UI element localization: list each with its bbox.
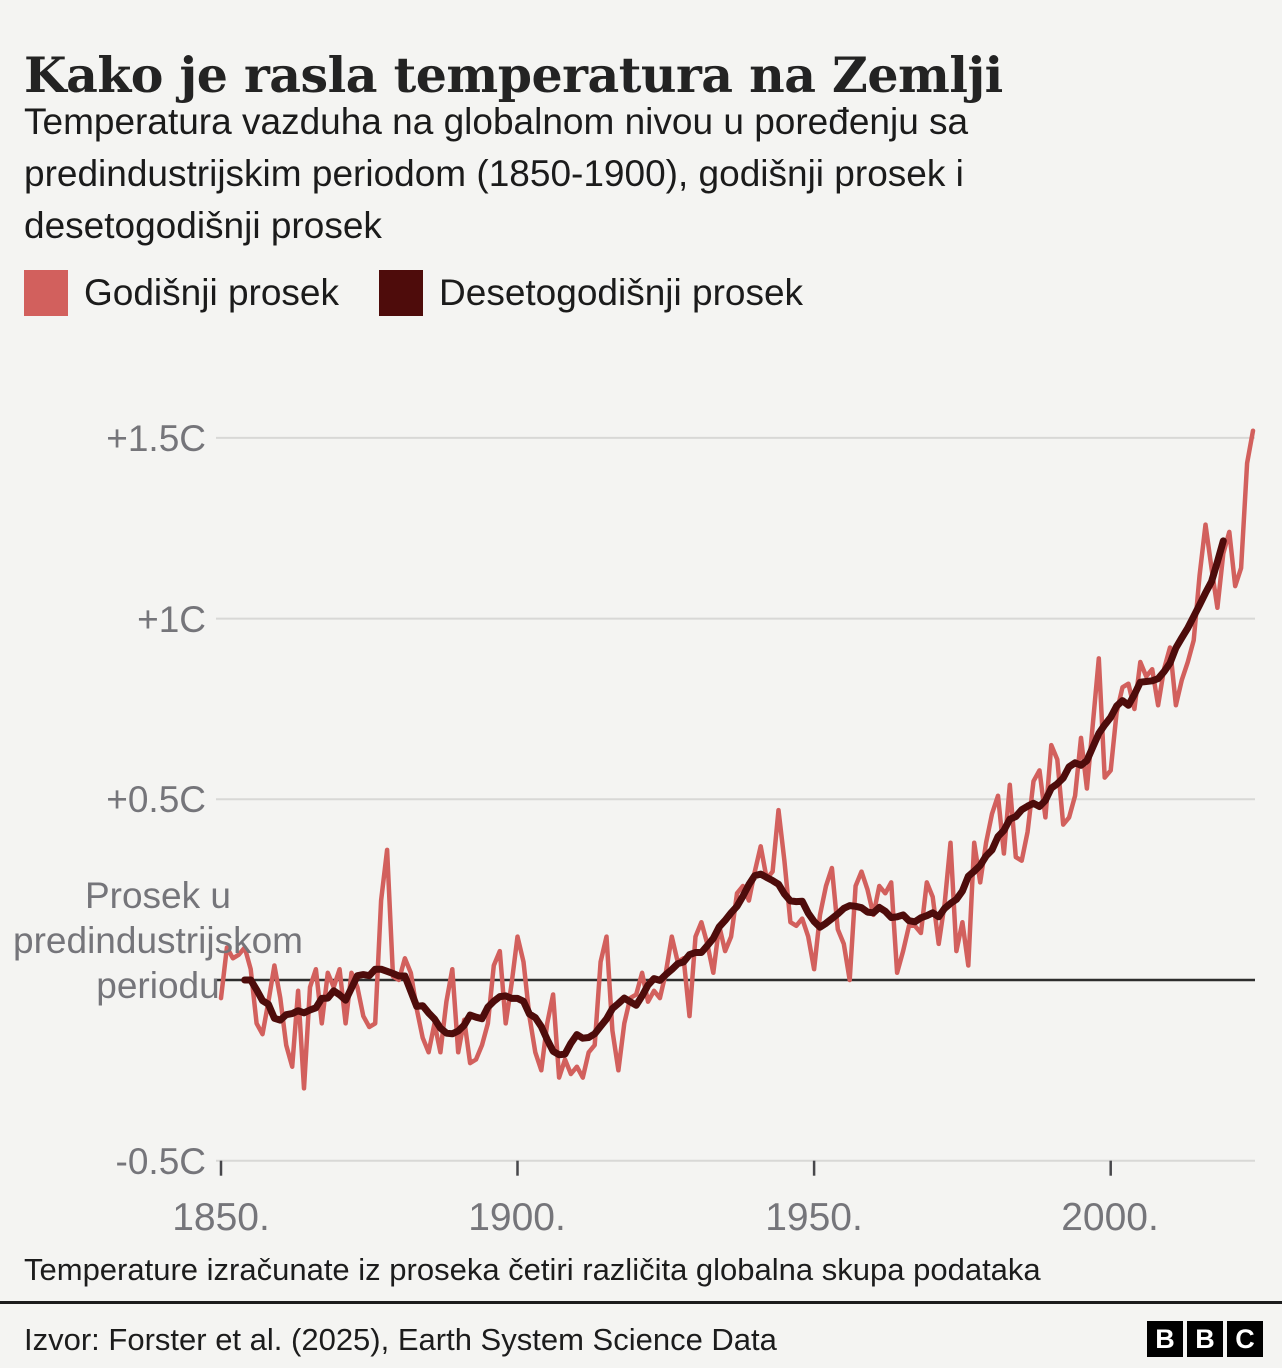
- x-tick-label-1850: 1850.: [172, 1196, 270, 1239]
- decadal-average-line: [241, 537, 1227, 1059]
- subtitle-line-2: predindustrijskim periodom (1850-1900), …: [24, 153, 964, 194]
- page-title: Kako je rasla temperatura na Zemlji: [24, 45, 1003, 104]
- baseline-label-line-1: Prosek u: [85, 875, 231, 916]
- chart-footnote: Temperature izračunate iz proseka četiri…: [24, 1252, 1041, 1287]
- chart-grid: [216, 436, 1255, 1176]
- bbc-logo-letter-c: C: [1227, 1321, 1263, 1357]
- chart-axis-labels: +1.5C +1C +0.5C -0.5C Prosek u predindus…: [13, 418, 1159, 1239]
- y-tick-label-1-0: +1C: [137, 599, 206, 640]
- bbc-logo-letter-b1: B: [1147, 1321, 1183, 1357]
- legend-label-decadal: Desetogodišnji prosek: [439, 272, 804, 313]
- decadal-swatch-icon: [379, 270, 424, 316]
- subtitle: Temperatura vazduha na globalnom nivou u…: [24, 96, 968, 252]
- bbc-logo: B B C: [1147, 1321, 1263, 1357]
- y-tick-label-neg-0-5: -0.5C: [116, 1141, 206, 1182]
- baseline-label-line-2: predindustrijskom: [13, 920, 303, 961]
- legend-item-annual: Godišnji prosek: [24, 270, 339, 316]
- subtitle-line-3: desetogodišnji prosek: [24, 205, 382, 246]
- subtitle-line-1: Temperatura vazduha na globalnom nivou u…: [24, 101, 969, 142]
- y-tick-label-1-5: +1.5C: [106, 418, 206, 459]
- x-tick-label-2000: 2000.: [1061, 1196, 1159, 1239]
- annual-average-line: [218, 428, 1256, 1091]
- bbc-logo-letter-b2: B: [1187, 1321, 1223, 1357]
- x-tick-label-1900: 1900.: [468, 1196, 566, 1239]
- temperature-chart: +1.5C +1C +0.5C -0.5C Prosek u predindus…: [13, 418, 1256, 1239]
- legend-item-decadal: Desetogodišnji prosek: [379, 270, 803, 316]
- footer-divider: [0, 1301, 1282, 1304]
- legend-label-annual: Godišnji prosek: [84, 272, 340, 313]
- annual-swatch-icon: [24, 270, 68, 316]
- source-credit: Izvor: Forster et al. (2025), Earth Syst…: [24, 1322, 777, 1357]
- chart-series: [218, 428, 1256, 1091]
- x-tick-label-1950: 1950.: [765, 1196, 863, 1239]
- y-tick-label-0-5: +0.5C: [106, 779, 206, 820]
- baseline-label-line-3: periodu: [96, 965, 219, 1006]
- legend: Godišnji prosek Desetogodišnji prosek: [24, 270, 803, 316]
